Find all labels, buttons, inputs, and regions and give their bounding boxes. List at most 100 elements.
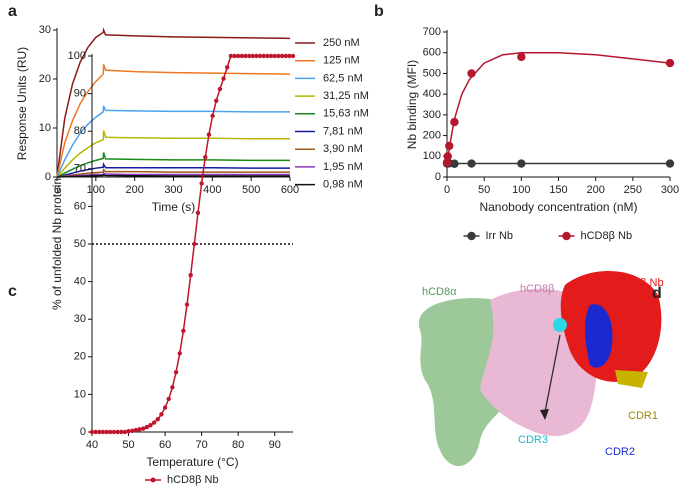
x-tick-label: 100	[87, 184, 105, 196]
legend-label: 3,90 nM	[323, 143, 363, 155]
y-tick-label: 50	[74, 238, 86, 250]
data-point	[283, 53, 288, 59]
data-line	[56, 105, 290, 178]
data-point	[100, 429, 106, 435]
y-tick-label: 80	[74, 125, 86, 137]
data-point	[97, 429, 102, 435]
data-line	[56, 174, 290, 178]
data-point	[108, 429, 113, 435]
data-point	[246, 53, 252, 59]
panel-label: a	[8, 3, 17, 20]
data-point	[140, 426, 146, 431]
legend-label: Irr Nb	[486, 230, 514, 242]
data-point	[665, 159, 675, 168]
data-point	[290, 53, 296, 59]
cdr2-surface	[585, 304, 613, 368]
y-tick-label: 10	[39, 122, 51, 134]
panel-label: c	[8, 283, 17, 300]
y-tick-label: 30	[74, 313, 86, 325]
data-point	[115, 429, 120, 435]
legend-label: 62,5 nM	[323, 72, 363, 84]
data-point	[210, 113, 215, 118]
data-line	[56, 130, 290, 178]
data-point	[287, 53, 292, 59]
data-point	[155, 417, 160, 422]
y-tick-label: 60	[74, 200, 86, 212]
data-point	[261, 53, 266, 59]
x-tick-label: 300	[661, 184, 679, 196]
data-point	[214, 98, 219, 103]
data-point	[130, 428, 135, 434]
x-tick-label: 70	[196, 439, 208, 451]
data-point	[257, 53, 263, 59]
x-axis-title: Nanobody concentration (nM)	[479, 200, 637, 214]
data-point	[166, 396, 171, 402]
legend-label: 31,25 nM	[323, 90, 369, 102]
data-point	[250, 53, 255, 59]
data-point	[450, 159, 459, 168]
legend-label: 125 nM	[323, 55, 360, 67]
legend-marker	[467, 231, 476, 241]
structure-label: CDR3	[518, 434, 548, 446]
x-tick-label: 50	[122, 439, 134, 451]
data-point	[137, 427, 142, 432]
x-tick-label: 300	[164, 184, 182, 196]
y-tick-label: 100	[423, 150, 441, 162]
data-point	[450, 117, 459, 127]
y-axis-title: Response Units (RU)	[15, 47, 29, 160]
data-point	[265, 53, 270, 59]
data-point	[144, 424, 150, 430]
data-point	[89, 429, 95, 435]
data-line	[56, 168, 290, 178]
x-tick-label: 80	[232, 439, 244, 451]
legend-label: hCD8β Nb	[167, 474, 219, 486]
y-tick-label: 30	[39, 24, 51, 36]
data-point	[272, 53, 277, 59]
legend-label: 250 nM	[323, 37, 360, 49]
legend-label: 0,98 nM	[323, 179, 363, 191]
data-point	[162, 405, 168, 410]
y-tick-label: 500	[423, 67, 441, 79]
y-axis-title: % of unfolded Nb protein	[50, 178, 64, 310]
data-point	[239, 53, 245, 59]
data-point	[268, 53, 274, 59]
data-point	[93, 429, 98, 435]
x-tick-label: 250	[624, 184, 642, 196]
data-point	[217, 86, 223, 92]
cdr1-surface	[615, 370, 648, 388]
structure-label: CDR2	[605, 446, 635, 458]
x-tick-label: 90	[269, 439, 281, 451]
data-point	[192, 241, 197, 247]
fit-line	[446, 51, 671, 164]
y-tick-label: 400	[423, 88, 441, 100]
data-point	[188, 273, 193, 278]
data-point	[126, 429, 131, 434]
data-point	[442, 158, 452, 167]
y-tick-label: 200	[423, 129, 441, 141]
panel-label: b	[374, 3, 384, 20]
structure-image: d hCD8α hCD8β hCD8β Nb CDR1 CDR2 CDR3	[418, 271, 664, 467]
x-tick-label: 0	[54, 184, 60, 196]
y-tick-label: 90	[74, 88, 86, 100]
x-axis-title: Time (s)	[152, 200, 196, 214]
data-point	[254, 53, 259, 59]
y-tick-label: 40	[74, 276, 86, 288]
x-tick-label: 100	[512, 184, 530, 196]
legend-marker	[150, 477, 156, 483]
data-line	[56, 161, 290, 178]
legend-label: 1,95 nM	[323, 161, 363, 173]
arrow	[544, 334, 561, 413]
x-axis-title: Temperature (°C)	[146, 455, 238, 469]
data-line	[56, 27, 291, 178]
data-point	[195, 210, 201, 215]
data-point	[104, 429, 109, 435]
data-point	[206, 132, 212, 137]
data-point	[279, 53, 285, 59]
y-axis-title: Nb binding (MFI)	[405, 60, 419, 149]
legend-label: 15,63 nM	[323, 108, 369, 120]
x-tick-label: 40	[86, 439, 98, 451]
structure-label: CDR1	[628, 410, 658, 422]
x-tick-label: 600	[281, 184, 299, 196]
data-point	[148, 423, 153, 428]
